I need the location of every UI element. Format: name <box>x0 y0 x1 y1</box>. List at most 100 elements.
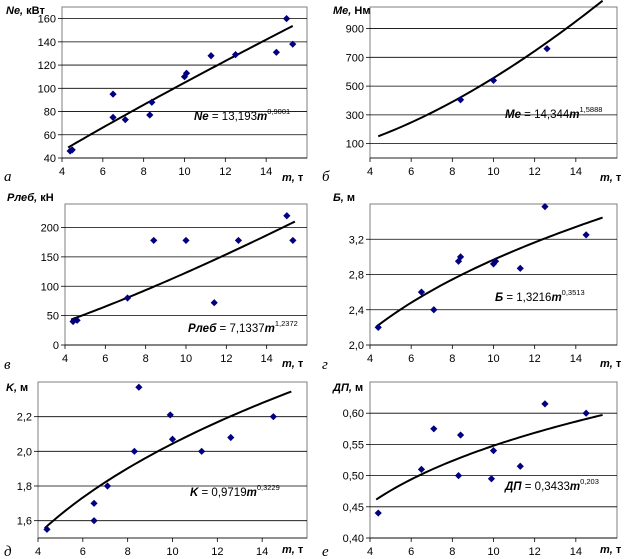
x-tick-label: 10 <box>487 353 499 365</box>
y-axis-title: Ne, кВт <box>6 5 45 17</box>
data-point <box>282 15 291 23</box>
data-point <box>374 323 382 331</box>
panel-label-g: г <box>322 357 328 373</box>
y-tick-label: 0 <box>53 340 59 352</box>
data-point <box>130 447 138 455</box>
data-point <box>121 116 129 124</box>
data-point <box>283 212 291 220</box>
data-point <box>146 111 154 119</box>
data-point <box>487 475 496 483</box>
data-point <box>43 525 51 533</box>
data-point <box>168 435 177 443</box>
y-tick-label: 1,8 <box>17 481 32 493</box>
x-tick-label: 12 <box>220 353 232 365</box>
data-point <box>272 48 280 56</box>
x-tick-label: 10 <box>180 353 192 365</box>
data-point <box>109 90 117 98</box>
x-tick-label: 10 <box>178 166 190 178</box>
x-axis-title: m, т <box>600 544 622 556</box>
fit-equation: K = 0,9719m0,3229 <box>190 483 280 499</box>
plot-area <box>369 381 618 539</box>
y-tick-label: 2,0 <box>17 446 32 458</box>
x-tick-label: 8 <box>449 546 455 558</box>
data-point <box>516 264 524 272</box>
x-tick-label: 12 <box>529 166 541 178</box>
y-tick-label: 50 <box>47 311 59 323</box>
y-tick-label: 200 <box>41 223 59 235</box>
y-axis-title: K, м <box>6 382 28 394</box>
y-tick-label: 500 <box>346 81 364 93</box>
panel-label-d: д <box>4 544 12 559</box>
panel-e: 0,40 0,45 0,50 0,55 0,60 4 6 8 10 12 14 ДП = 0,3433… <box>322 381 622 559</box>
x-tick-label: 6 <box>408 166 414 178</box>
data-point <box>374 509 382 517</box>
y-axis-title: ДП, м <box>332 382 363 394</box>
data-point <box>234 236 243 245</box>
x-tick-label: 4 <box>367 546 373 558</box>
trend-line <box>375 413 603 501</box>
x-tick-label: 4 <box>367 166 373 178</box>
y-tick-label: 3,2 <box>349 234 364 246</box>
x-tick-label: 14 <box>260 166 272 178</box>
x-tick-label: 6 <box>80 546 86 558</box>
data-point <box>582 409 590 417</box>
data-point <box>166 411 174 419</box>
x-tick-label: 10 <box>487 546 499 558</box>
trend-line <box>70 220 296 321</box>
data-point <box>207 52 215 60</box>
x-tick-label: 12 <box>529 546 541 558</box>
panel-label-v: в <box>4 357 11 373</box>
x-tick-label: 14 <box>570 546 582 558</box>
data-point <box>489 76 498 84</box>
x-tick-label: 4 <box>367 353 373 365</box>
x-tick-label: 14 <box>256 546 268 558</box>
data-point <box>489 447 498 455</box>
x-tick-label: 12 <box>219 166 231 178</box>
data-point <box>182 236 190 245</box>
data-point <box>231 51 240 59</box>
data-point <box>210 299 218 307</box>
y-tick-label: 0,60 <box>343 408 364 420</box>
x-tick-label: 10 <box>487 166 499 178</box>
data-point <box>430 425 438 433</box>
panel-v: 0 50 100 150 200 4 6 8 10 12 14 Pлеб = 7,1337m1,237… <box>4 192 308 373</box>
y-tick-label: 1,6 <box>17 516 32 528</box>
panel-g: 2,0 2,4 2,8 3,2 4 6 8 10 12 14 Б = 1,3216m0,3513 Б,… <box>322 192 622 373</box>
y-tick-label: 40 <box>44 153 56 165</box>
y-tick-label: 2,8 <box>349 270 364 282</box>
data-point <box>90 517 98 525</box>
x-tick-label: 14 <box>570 353 582 365</box>
data-point <box>135 383 143 391</box>
y-axis-title: Б, м <box>333 192 355 204</box>
panel-label-b: б <box>322 169 330 185</box>
y-tick-label: 120 <box>38 60 56 72</box>
fit-equation: ДП = 0,3433m0,203 <box>504 477 599 493</box>
x-tick-label: 6 <box>100 166 106 178</box>
data-point <box>456 96 465 104</box>
x-tick-label: 8 <box>449 353 455 365</box>
y-axis-title: Pлеб, кН <box>7 192 54 204</box>
panel-b: 100 300 500 700 900 4 6 8 10 12 14 Me = 14,344m1,58… <box>322 0 622 185</box>
data-point <box>491 257 500 265</box>
x-tick-label: 12 <box>211 546 223 558</box>
x-tick-label: 8 <box>143 353 149 365</box>
x-tick-label: 8 <box>125 546 131 558</box>
trend-line <box>44 390 292 529</box>
y-tick-label: 700 <box>346 52 364 64</box>
y-tick-label: 0,50 <box>343 471 364 483</box>
data-point <box>543 45 551 53</box>
x-tick-label: 4 <box>59 166 65 178</box>
data-point <box>68 146 76 154</box>
y-tick-label: 150 <box>41 252 59 264</box>
y-tick-label: 900 <box>346 24 364 36</box>
y-axis-title: Me, Нм <box>333 5 370 17</box>
data-point <box>73 316 81 324</box>
data-point <box>430 306 438 314</box>
trend-line <box>67 25 294 149</box>
y-tick-label: 100 <box>38 83 56 95</box>
x-tick-label: 10 <box>166 546 178 558</box>
fit-equation: Me = 14,344m1,5888 <box>505 105 602 121</box>
data-point <box>198 447 206 455</box>
y-tick-label: 2,2 <box>17 412 32 424</box>
plot-area <box>37 381 308 539</box>
